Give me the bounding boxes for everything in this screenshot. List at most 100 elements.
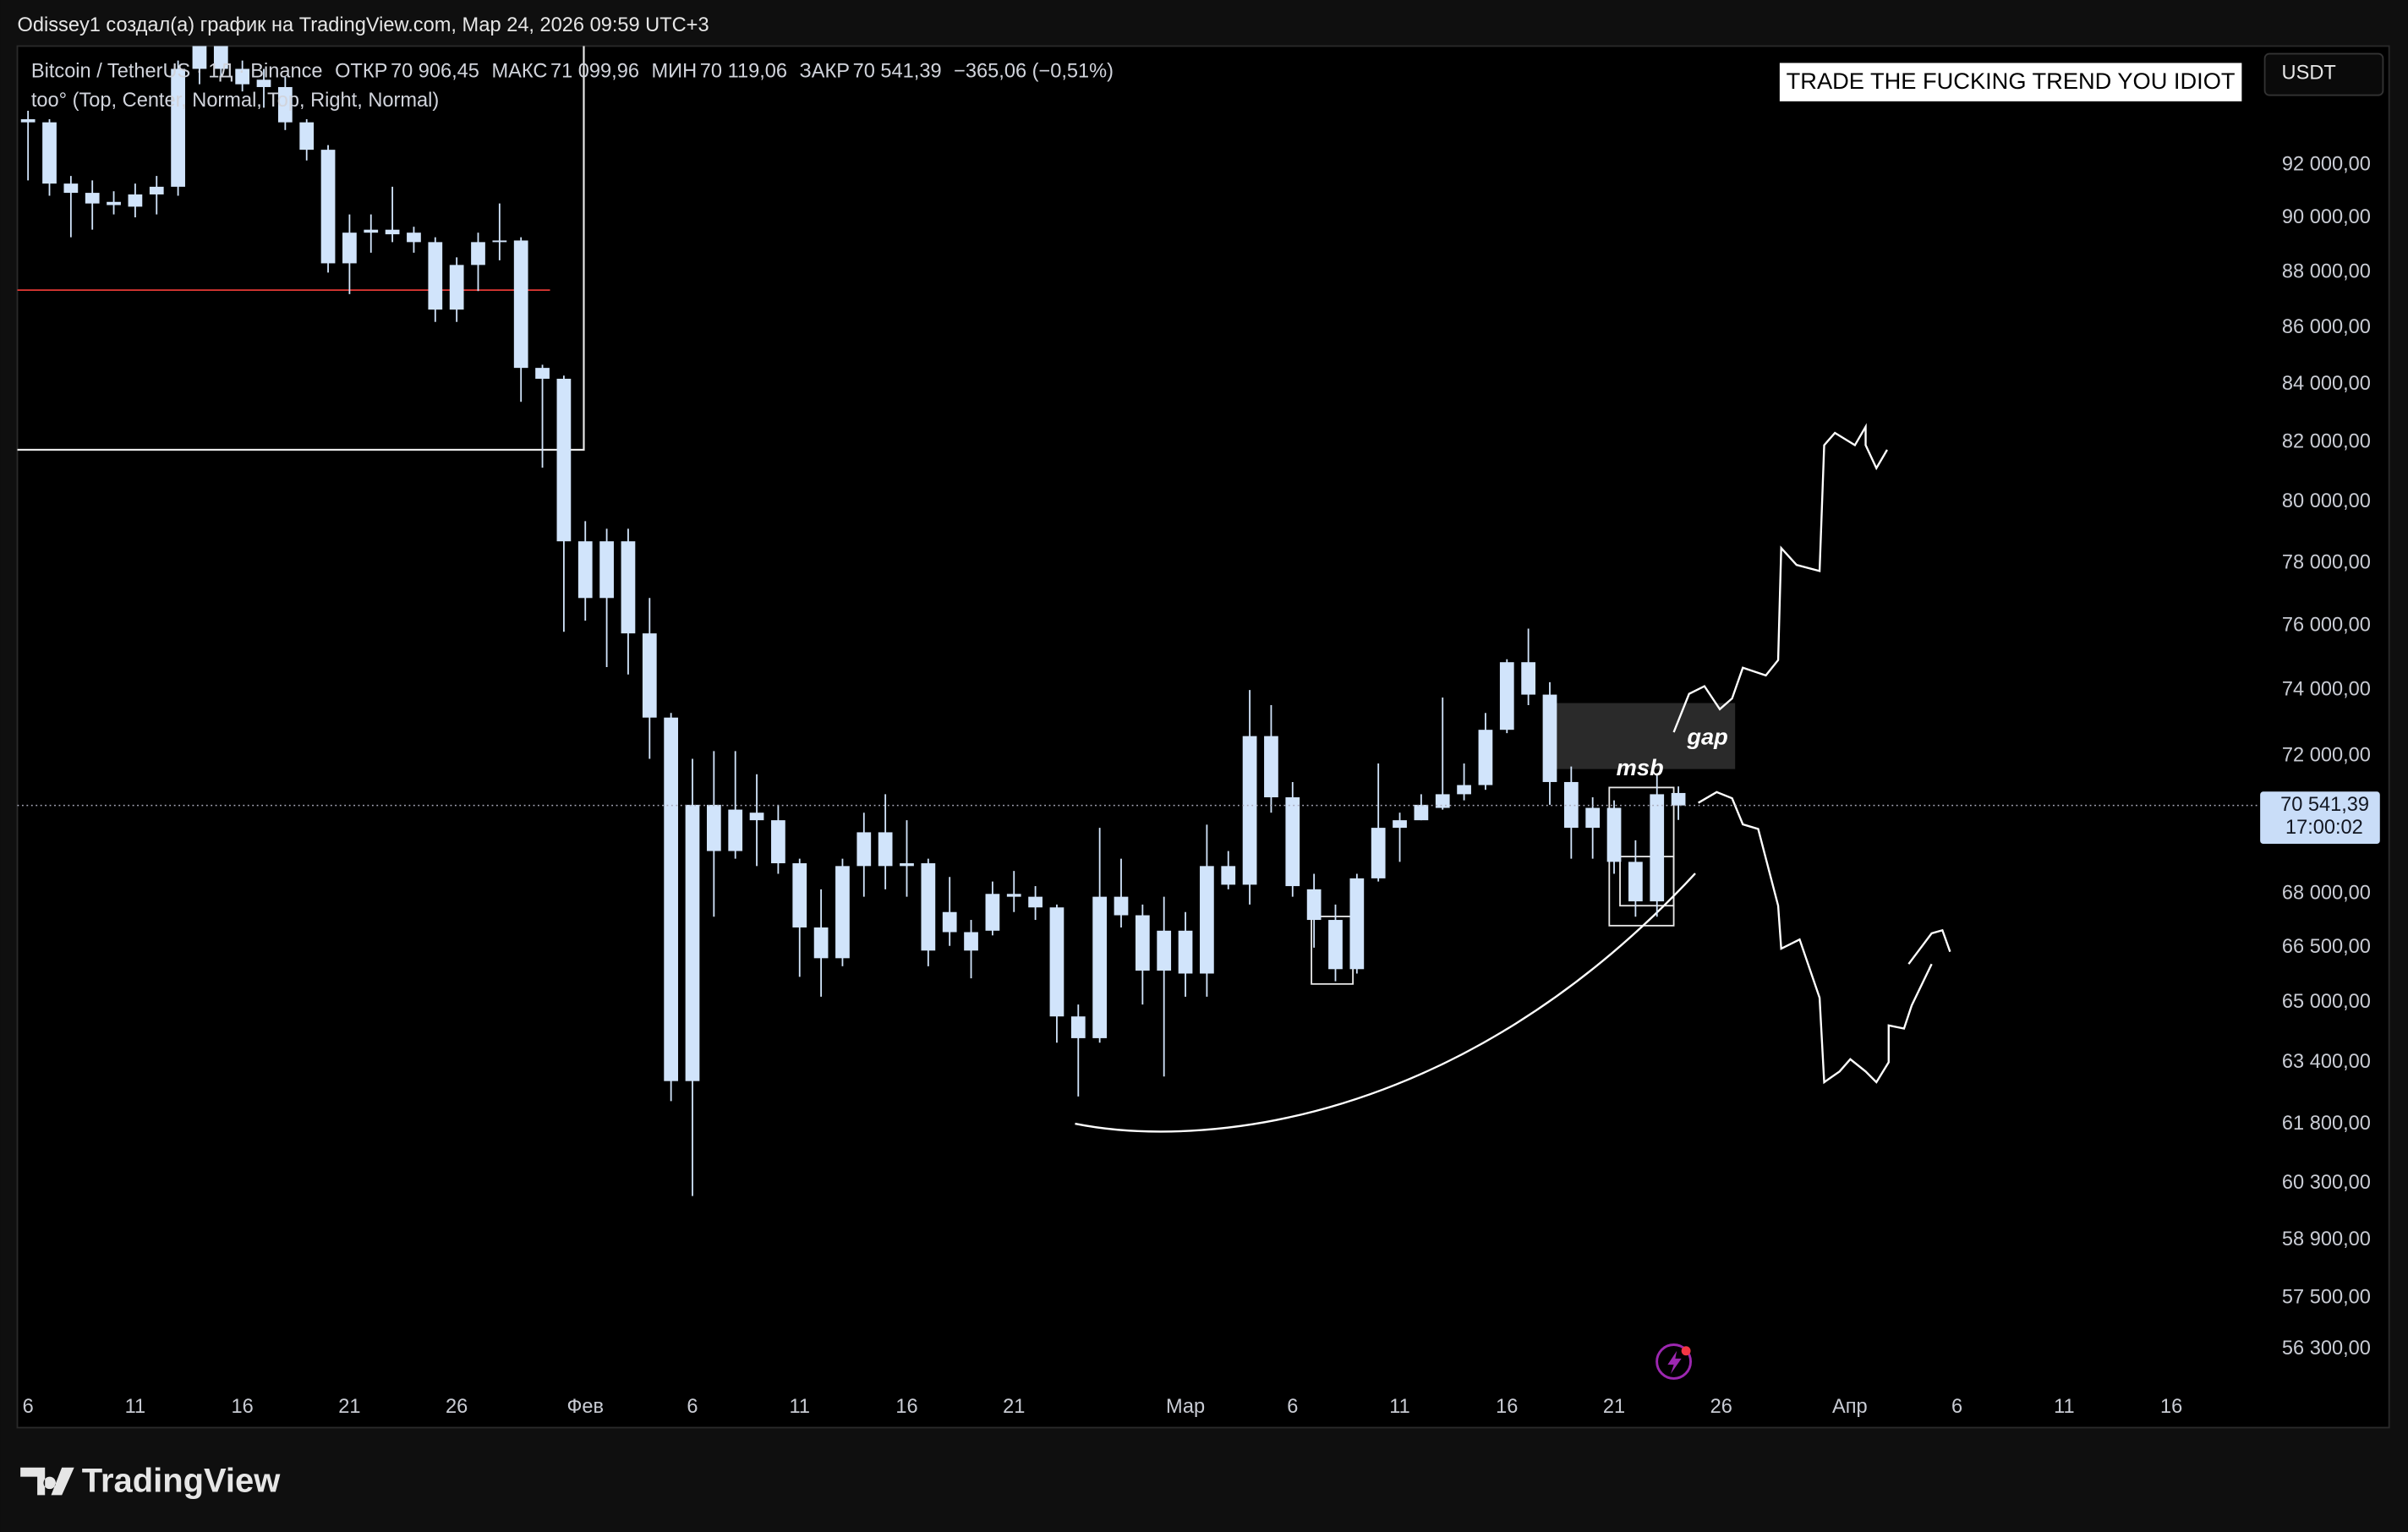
x-tick-label: 11: [2054, 1396, 2074, 1418]
candle-body: [1563, 781, 1579, 829]
x-tick-label: Апр: [1832, 1396, 1868, 1418]
y-tick-label: 90 000,00: [2282, 206, 2371, 228]
candle-body: [1328, 920, 1343, 970]
candle-body: [235, 68, 250, 85]
candle-body: [921, 863, 936, 951]
candle-body: [1435, 794, 1450, 808]
candle-body: [535, 368, 550, 379]
candle-body: [1114, 896, 1129, 916]
candle-body: [599, 541, 614, 599]
legend-key: ЗАКР: [800, 61, 850, 83]
candle-body: [1028, 896, 1043, 908]
candle-body: [449, 265, 464, 310]
candle-body: [1671, 792, 1686, 806]
x-tick-label: 11: [125, 1396, 145, 1418]
candle-body: [1606, 807, 1622, 862]
candle-body: [299, 122, 315, 150]
indicator-label: too° (Top, Center, Normal, Top, Right, N…: [31, 90, 439, 112]
x-tick-label: 11: [789, 1396, 810, 1418]
candle-body: [342, 233, 357, 264]
y-tick-label: 82 000,00: [2282, 431, 2371, 453]
y-tick-label: 66 500,00: [2282, 936, 2371, 958]
currency-button[interactable]: [2263, 52, 2384, 96]
candle-body: [1628, 862, 1643, 902]
candle-body: [1521, 662, 1535, 695]
x-tick-label: 21: [1003, 1396, 1025, 1418]
alert-icon[interactable]: [1656, 1343, 1693, 1380]
candle-body: [621, 541, 636, 634]
candle-body: [1650, 794, 1665, 902]
currency-label[interactable]: USDT: [2282, 62, 2336, 84]
candle-body: [1092, 896, 1108, 1038]
candle-body: [1349, 878, 1365, 970]
candle-body: [407, 233, 421, 243]
alert-icon[interactable]: [1667, 1350, 1682, 1374]
candle-body: [835, 866, 850, 959]
logo: TradingView: [82, 1462, 281, 1499]
y-tick-label: 56 300,00: [2282, 1338, 2371, 1360]
y-tick-label: 74 000,00: [2282, 678, 2371, 700]
y-tick-label: 80 000,00: [2282, 490, 2371, 512]
candle-body: [213, 46, 228, 69]
candle-body: [428, 242, 443, 310]
candle-body: [513, 240, 528, 369]
candle-body: [813, 927, 829, 959]
candle-body: [792, 863, 807, 927]
banner: TRADE THE FUCKING TREND YOU IDIOT: [1787, 68, 2236, 94]
candle-body: [471, 242, 485, 265]
chart-area: [16, 45, 2390, 1429]
candle-body: [771, 820, 785, 864]
candle-body: [149, 186, 164, 194]
legend-symbol: Bitcoin / TetherUS · 1Д · Binance: [31, 61, 323, 83]
x-tick-label: 11: [1389, 1396, 1410, 1418]
candle-body: [556, 378, 572, 542]
y-tick-label: 68 000,00: [2282, 883, 2371, 905]
arc-drawing: [1075, 873, 1696, 1133]
logo-mark: [20, 1467, 74, 1496]
zone-box: [1619, 856, 1675, 907]
x-tick-label: 16: [232, 1396, 254, 1418]
candle-body: [1371, 828, 1386, 878]
range-box: [17, 46, 585, 451]
candle-body: [364, 229, 379, 233]
candle-body: [492, 240, 507, 243]
candle-body: [1457, 785, 1471, 795]
x-tick-label: 26: [446, 1396, 468, 1418]
candle-body: [128, 194, 143, 207]
x-tick-label: 6: [1951, 1396, 1962, 1418]
candle-body: [1585, 807, 1601, 829]
y-tick-label: 57 500,00: [2282, 1287, 2371, 1309]
msb-label: msb: [1617, 754, 1664, 780]
projection-up: [1672, 423, 1888, 733]
y-tick-label: 92 000,00: [2282, 154, 2371, 176]
candle-body: [1414, 804, 1429, 821]
x-tick-label: 6: [687, 1396, 698, 1418]
legend-key: МИН: [652, 61, 698, 83]
y-tick-label: 72 000,00: [2282, 745, 2371, 767]
legend: Bitcoin / TetherUS · 1Д · Binance ОТКР 70 …: [31, 61, 1114, 83]
candle-body: [1070, 1016, 1086, 1038]
candle-body: [878, 832, 893, 867]
candle-body: [1242, 736, 1257, 885]
candle-body: [685, 804, 700, 1081]
candle-body: [1049, 907, 1064, 1017]
candle-body: [320, 150, 336, 264]
x-tick-label: 26: [1710, 1396, 1732, 1418]
x-tick-label: Фев: [566, 1396, 604, 1418]
candle-body: [900, 863, 914, 867]
legend-value: 70 119,06: [700, 61, 787, 83]
projection-down: [1698, 791, 1933, 1085]
candle-body: [385, 229, 400, 235]
candle-body: [85, 193, 100, 204]
candle-body: [256, 79, 271, 87]
candle-body: [1006, 894, 1021, 897]
y-tick-label: 60 300,00: [2282, 1172, 2371, 1194]
banner-box: [1779, 63, 2242, 101]
x-tick-label: 16: [895, 1396, 917, 1418]
price-label-box: [2260, 791, 2380, 845]
candle-body: [706, 804, 721, 851]
alert-dot: [1681, 1346, 1691, 1356]
candle-body: [577, 541, 593, 599]
candle-body: [1542, 694, 1557, 782]
x-tick-label: 6: [23, 1396, 34, 1418]
